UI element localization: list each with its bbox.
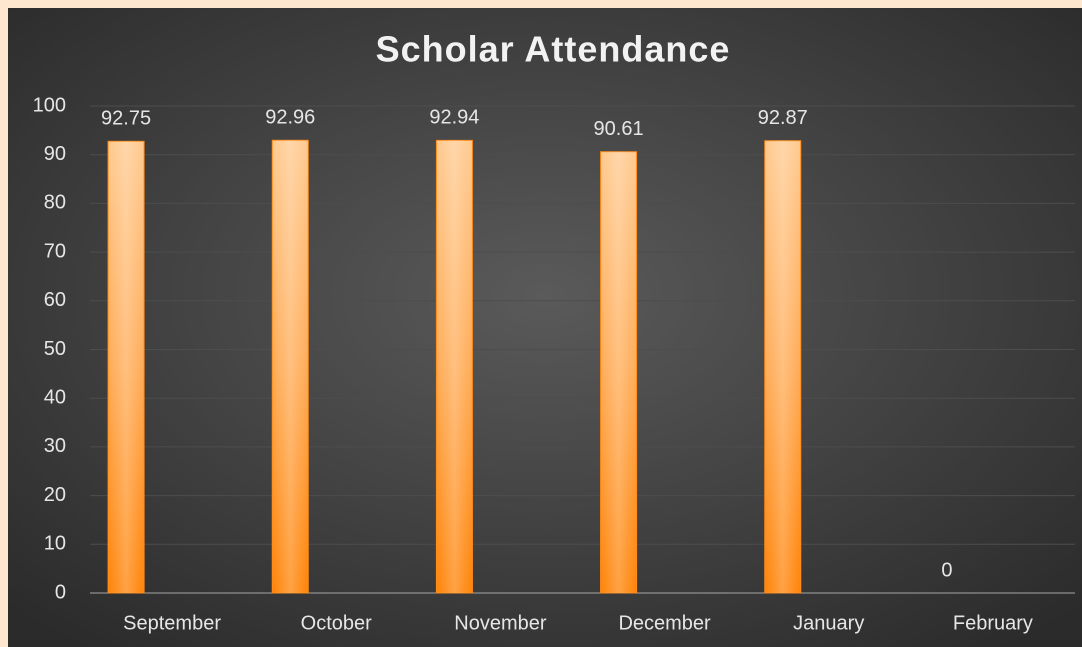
data-label: 0 — [941, 559, 952, 581]
y-tick-label: 30 — [44, 435, 66, 457]
chart-title: Scholar Attendance — [376, 29, 731, 70]
x-tick-label: January — [793, 612, 864, 634]
y-tick-label: 100 — [33, 94, 66, 116]
chart-background — [8, 8, 1082, 647]
bar-highlight — [600, 151, 637, 593]
y-tick-label: 70 — [44, 240, 66, 262]
x-tick-label: December — [618, 612, 711, 634]
data-label: 92.96 — [265, 107, 315, 129]
data-label: 90.61 — [594, 118, 644, 140]
x-tick-label: September — [123, 612, 221, 634]
y-tick-label: 20 — [44, 484, 66, 506]
data-label: 92.94 — [429, 107, 479, 129]
y-tick-label: 80 — [44, 192, 66, 214]
y-tick-label: 0 — [55, 581, 66, 603]
x-tick-label: November — [454, 612, 547, 634]
x-tick-label: October — [301, 612, 372, 634]
bar-highlight — [272, 140, 309, 594]
y-tick-label: 50 — [44, 338, 66, 360]
bar-highlight — [436, 140, 473, 593]
y-tick-label: 60 — [44, 289, 66, 311]
y-tick-label: 90 — [44, 143, 66, 165]
bar — [271, 139, 309, 594]
bar-highlight — [108, 141, 145, 593]
data-label: 92.75 — [101, 108, 151, 130]
bar — [107, 140, 145, 594]
y-tick-label: 40 — [44, 386, 66, 408]
y-tick-label: 10 — [44, 533, 66, 555]
bar — [600, 151, 638, 594]
bar — [435, 139, 473, 594]
data-label: 92.87 — [758, 107, 808, 129]
bar-highlight — [764, 140, 801, 594]
x-tick-label: February — [953, 612, 1033, 634]
bar — [764, 140, 802, 594]
